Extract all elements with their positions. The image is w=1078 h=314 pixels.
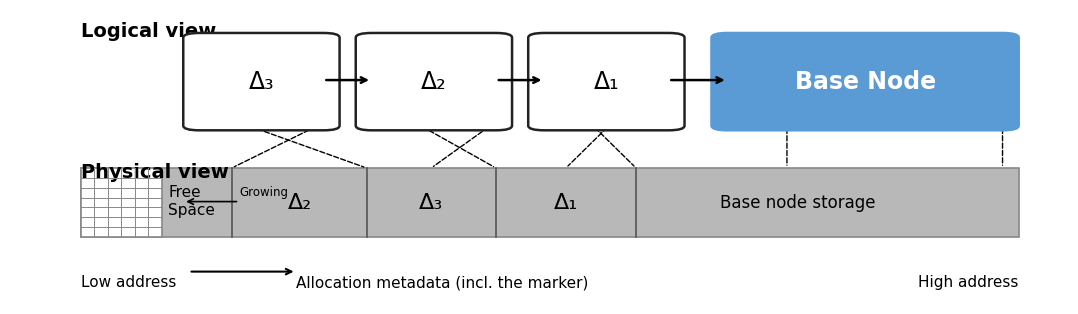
Text: Allocation metadata (incl. the marker): Allocation metadata (incl. the marker) — [296, 275, 589, 290]
Bar — [81, 168, 1019, 237]
Text: Δ₂: Δ₂ — [288, 192, 312, 213]
Text: Growing: Growing — [239, 186, 288, 199]
FancyBboxPatch shape — [528, 33, 685, 130]
FancyBboxPatch shape — [356, 33, 512, 130]
Text: Physical view: Physical view — [81, 163, 229, 182]
Text: Base Node: Base Node — [794, 70, 936, 94]
Text: Δ₃: Δ₃ — [419, 192, 443, 213]
Text: Δ₁: Δ₁ — [554, 192, 578, 213]
Text: Base node storage: Base node storage — [720, 193, 875, 212]
Text: Free
Space: Free Space — [168, 185, 215, 218]
Text: Low address: Low address — [81, 275, 176, 290]
Bar — [81, 168, 162, 237]
FancyBboxPatch shape — [711, 33, 1019, 130]
Text: Δ₂: Δ₂ — [421, 70, 446, 94]
Text: Δ₁: Δ₁ — [594, 70, 619, 94]
FancyBboxPatch shape — [183, 33, 340, 130]
Text: High address: High address — [918, 275, 1019, 290]
Text: Logical view: Logical view — [81, 22, 216, 41]
Text: Δ₃: Δ₃ — [249, 70, 274, 94]
